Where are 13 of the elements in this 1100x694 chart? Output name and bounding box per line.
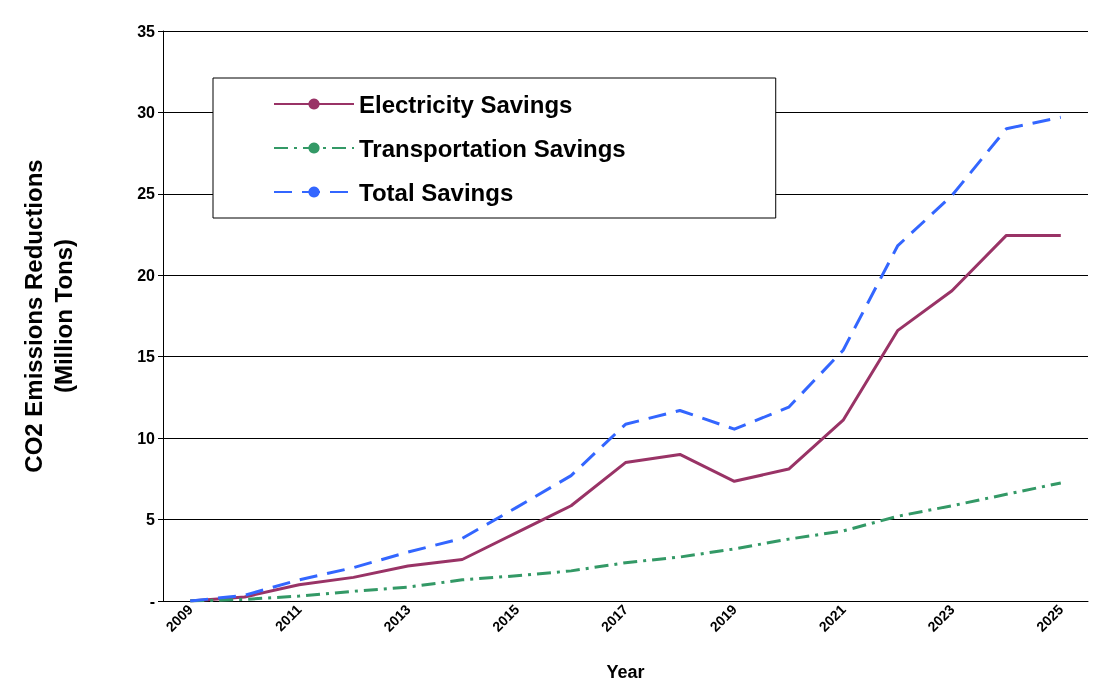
y-tick-label: 20 (137, 266, 156, 284)
legend-label: Total Savings (359, 178, 514, 206)
y-axis-title: CO2 Emissions Reductions (Million Tons) (19, 159, 77, 473)
y-tick-label: 30 (137, 103, 156, 121)
y-tick-label: 5 (146, 511, 156, 529)
y-tick-label: 15 (137, 348, 156, 366)
x-axis-title: Year (606, 662, 645, 682)
y-tick-label: - (149, 592, 155, 610)
y-tick-label: 10 (137, 429, 156, 447)
y-tick-label: 25 (137, 185, 156, 203)
legend-label: Electricity Savings (359, 90, 573, 118)
y-tick-label: 35 (137, 22, 156, 40)
legend-label: Transportation Savings (359, 134, 626, 162)
